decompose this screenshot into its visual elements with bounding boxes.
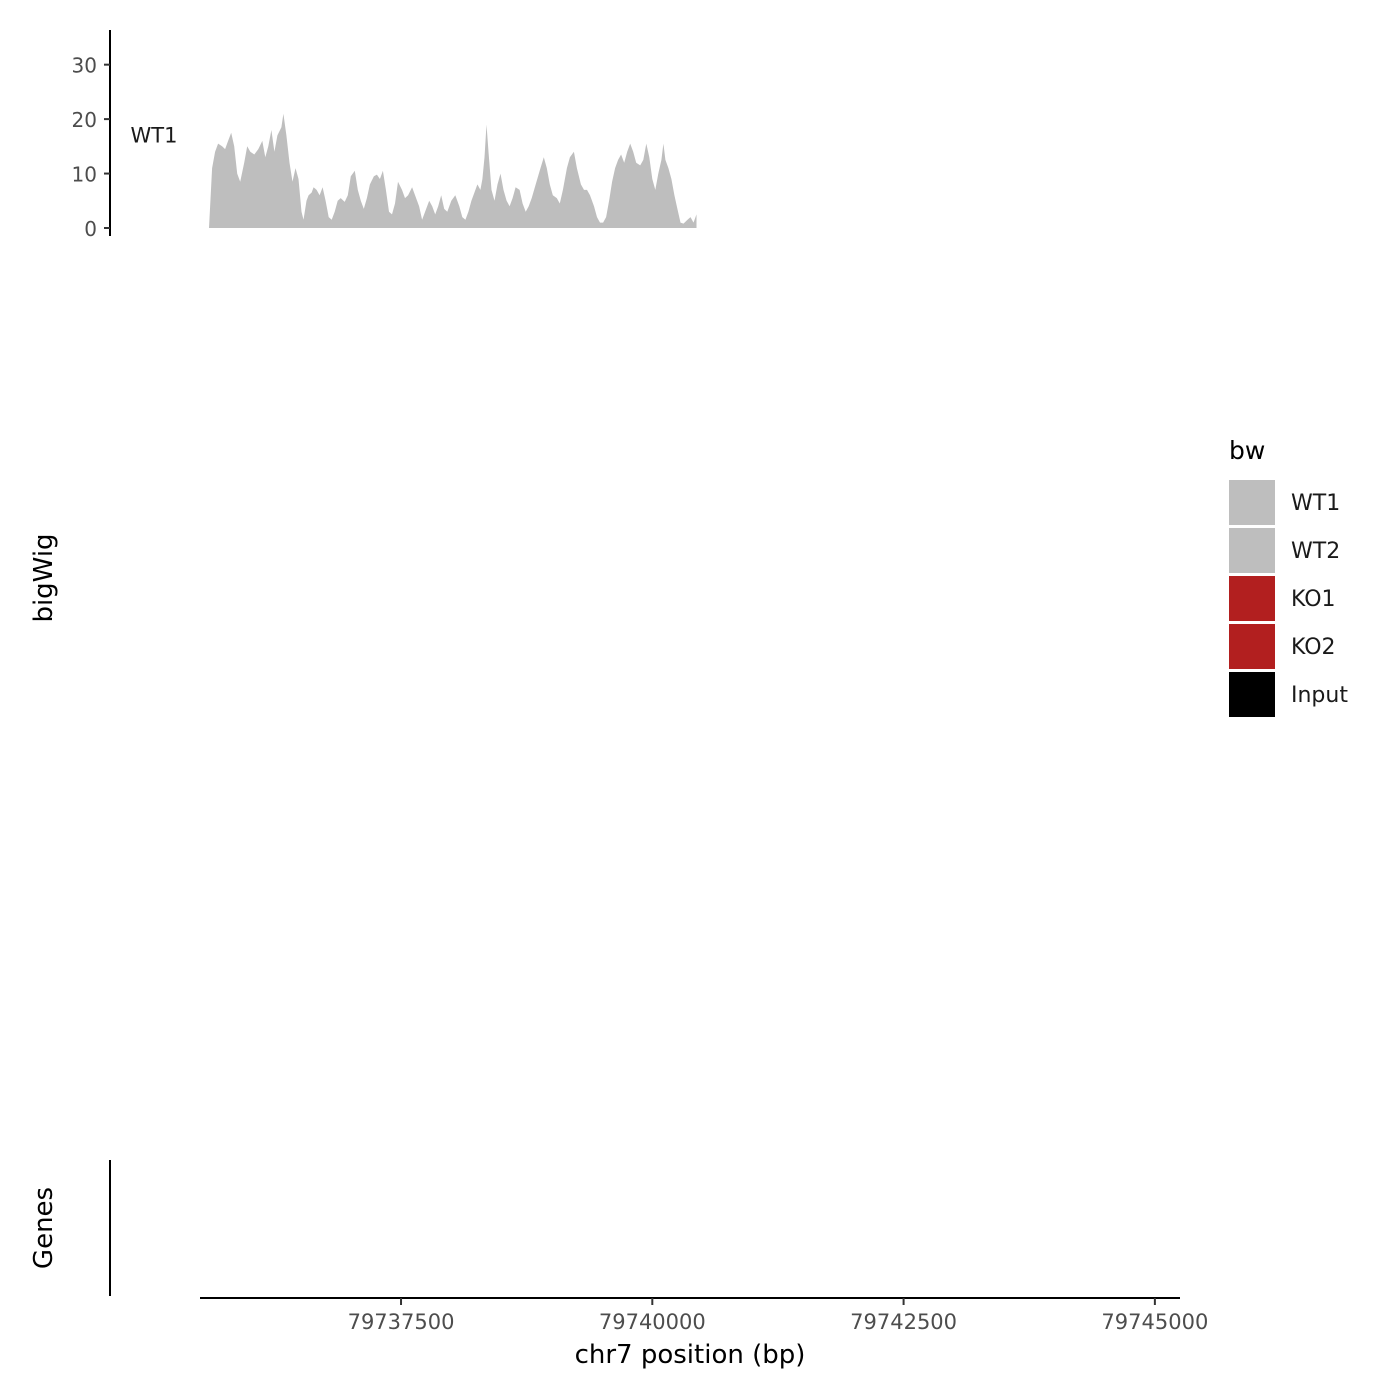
legend-label: KO2: [1291, 635, 1336, 660]
y-tick-label: 30: [72, 54, 97, 78]
legend-key: [1229, 528, 1275, 573]
genes-axis-title: Genes: [29, 1187, 59, 1269]
track-WT1: 0 10 20 30 WT1: [72, 30, 697, 241]
coverage-area: [209, 113, 697, 228]
x-tick-label: 79745000: [1101, 1310, 1208, 1334]
track-panels: 0 10 20 30 WT1: [72, 30, 697, 241]
legend: bw WT1 WT2 KO1 KO2 Input: [1229, 436, 1348, 717]
legend-label: WT1: [1291, 491, 1340, 516]
x-axis-title: chr7 position (bp): [575, 1340, 806, 1370]
y-tick-label: 0: [84, 217, 97, 241]
legend-key: [1229, 480, 1275, 525]
legend-label: KO1: [1291, 587, 1336, 612]
y-tick-label: 20: [72, 108, 97, 132]
y-axis-title: bigWig: [29, 533, 59, 622]
legend-label: WT2: [1291, 539, 1340, 564]
legend-title: bw: [1229, 436, 1265, 465]
legend-key: [1229, 624, 1275, 669]
y-tick-label: 10: [72, 163, 97, 187]
legend-key: [1229, 672, 1275, 717]
x-axis: 79737500 79740000 79742500 79745000: [200, 1297, 1208, 1334]
legend-key: [1229, 576, 1275, 621]
x-tick-label: 79737500: [348, 1310, 455, 1334]
legend-label: Input: [1291, 683, 1348, 708]
x-tick-label: 79740000: [599, 1310, 706, 1334]
track-label: WT1: [131, 123, 178, 147]
x-tick-label: 79742500: [850, 1310, 957, 1334]
